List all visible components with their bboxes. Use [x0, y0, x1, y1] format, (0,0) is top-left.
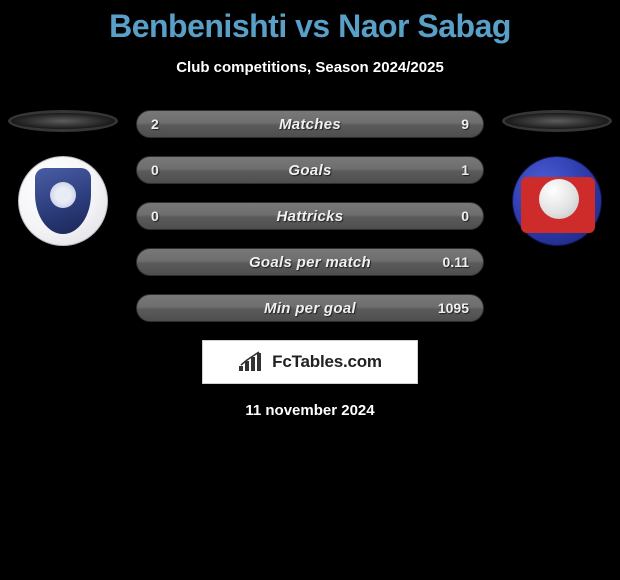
stat-bar: 0Goals1	[136, 156, 484, 184]
stat-bar: 2Matches9	[136, 110, 484, 138]
comparison-card: Benbenishti vs Naor Sabag Club competiti…	[0, 0, 620, 419]
brand-label: FcTables.com	[272, 352, 382, 372]
stat-value-left: 0	[151, 208, 159, 224]
stat-value-right: 0.11	[443, 254, 469, 270]
stat-label: Matches	[137, 116, 483, 133]
ellipse-shadow-left	[8, 110, 118, 132]
crest-left-shield-icon	[35, 168, 91, 234]
right-player-column	[502, 110, 612, 246]
stat-bar: 0Hattricks0	[136, 202, 484, 230]
stat-value-left: 2	[151, 116, 159, 132]
stat-value-right: 9	[461, 116, 469, 132]
crest-right-ball-icon	[539, 179, 579, 219]
stat-bar: Goals per match0.11	[136, 248, 484, 276]
comparison-body: 2Matches90Goals10Hattricks0Goals per mat…	[0, 110, 620, 322]
stat-bars: 2Matches90Goals10Hattricks0Goals per mat…	[136, 110, 484, 322]
stat-value-right: 0	[461, 208, 469, 224]
stat-label: Goals	[137, 162, 483, 179]
page-title: Benbenishti vs Naor Sabag	[0, 8, 620, 45]
brand-badge[interactable]: FcTables.com	[202, 340, 418, 384]
stat-bar: Min per goal1095	[136, 294, 484, 322]
stat-value-right: 1095	[438, 300, 469, 316]
ellipse-shadow-right	[502, 110, 612, 132]
brand-chart-icon	[238, 351, 266, 373]
left-player-column	[8, 110, 118, 246]
club-crest-right	[512, 156, 602, 246]
stat-label: Min per goal	[137, 300, 483, 317]
stat-value-right: 1	[461, 162, 469, 178]
date-label: 11 november 2024	[0, 402, 620, 419]
club-crest-left	[18, 156, 108, 246]
stat-label: Hattricks	[137, 208, 483, 225]
stat-value-left: 0	[151, 162, 159, 178]
subtitle: Club competitions, Season 2024/2025	[0, 59, 620, 76]
stat-label: Goals per match	[137, 254, 483, 271]
